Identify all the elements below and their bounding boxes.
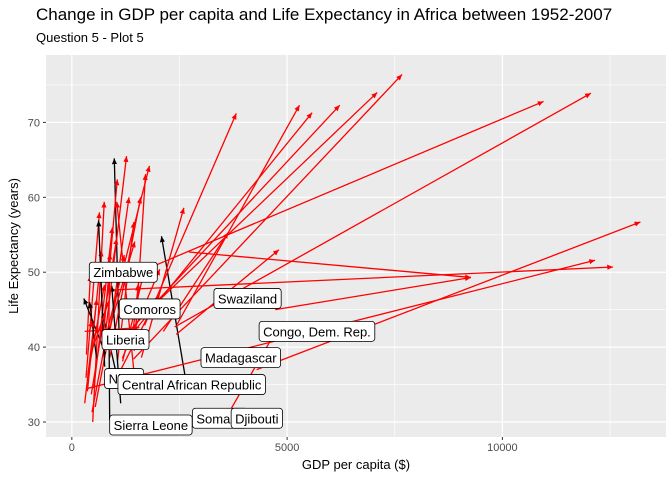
country-label-text: Sierra Leone [114, 418, 188, 433]
arrow-segment [156, 100, 544, 266]
country-label: Madagascar [200, 347, 281, 369]
x-tick-label: 0 [69, 442, 75, 454]
chart-subtitle: Question 5 - Plot 5 [36, 30, 144, 45]
x-axis-title: GDP per capita ($) [302, 457, 410, 472]
country-label: Djibouti [230, 407, 283, 429]
arrow-segment [84, 299, 99, 404]
chart-title: Change in GDP per capita and Life Expect… [36, 5, 612, 24]
country-label: Sierra Leone [109, 414, 193, 436]
y-axis-ticks: 30 40 50 60 70 [28, 117, 46, 429]
country-label: Congo, Dem. Rep. [258, 320, 376, 342]
arrow-segment [275, 275, 472, 311]
x-axis-ticks: 0 5000 10000 [69, 437, 518, 454]
arrow-segment [102, 156, 129, 351]
grid-major [46, 55, 666, 437]
country-label-box [200, 347, 281, 369]
arrow-segment [107, 241, 136, 332]
country-label-text: Swaziland [218, 291, 277, 306]
country-label-text: Madagascar [205, 351, 277, 366]
country-label-box [101, 329, 150, 351]
country-label-box [109, 414, 193, 436]
y-tick-label: 70 [28, 117, 40, 129]
x-tick-label: 10000 [487, 442, 518, 454]
arrow-segment [85, 212, 102, 378]
country-label: Liberia [101, 329, 150, 351]
country-label: Central African Republic [117, 374, 266, 395]
y-tick-label: 40 [28, 342, 40, 354]
country-label-text: Congo, Dem. Rep. [263, 324, 371, 339]
labels-layer: Zimbabwe Comoros Swaziland Congo, Dem. Rep.… [88, 261, 376, 436]
country-label-text: Comoros [123, 302, 176, 317]
country-label-box [88, 261, 158, 283]
arrow-segment [145, 91, 378, 314]
country-label-text: Central African Republic [122, 378, 262, 393]
country-label-box [117, 374, 266, 395]
country-label-box [230, 407, 283, 429]
arrow-segment [256, 221, 641, 371]
country-label-text: Zimbabwe [93, 265, 153, 280]
country-label: Swaziland [213, 288, 282, 309]
x-tick-label: 5000 [275, 442, 299, 454]
y-axis-title: Life Expectancy (years) [6, 178, 21, 314]
y-tick-label: 30 [28, 417, 40, 429]
country-label: Comoros [118, 298, 181, 320]
country-label-box [213, 288, 282, 309]
arrow-segment [174, 92, 592, 328]
arrow-segment [103, 165, 151, 345]
country-label-box [118, 298, 181, 320]
y-tick-label: 60 [28, 192, 40, 204]
country-label: Zimbabwe [88, 261, 158, 283]
y-tick-label: 50 [28, 267, 40, 279]
arrow-segment [85, 275, 93, 355]
arrow-segment [188, 251, 472, 280]
country-label-text: Liberia [106, 333, 146, 348]
country-label-text: Djibouti [235, 411, 278, 426]
arrow-segment [87, 302, 98, 359]
country-label-box [258, 320, 376, 342]
arrow-segment [143, 113, 237, 326]
arrow-segment [88, 320, 94, 333]
